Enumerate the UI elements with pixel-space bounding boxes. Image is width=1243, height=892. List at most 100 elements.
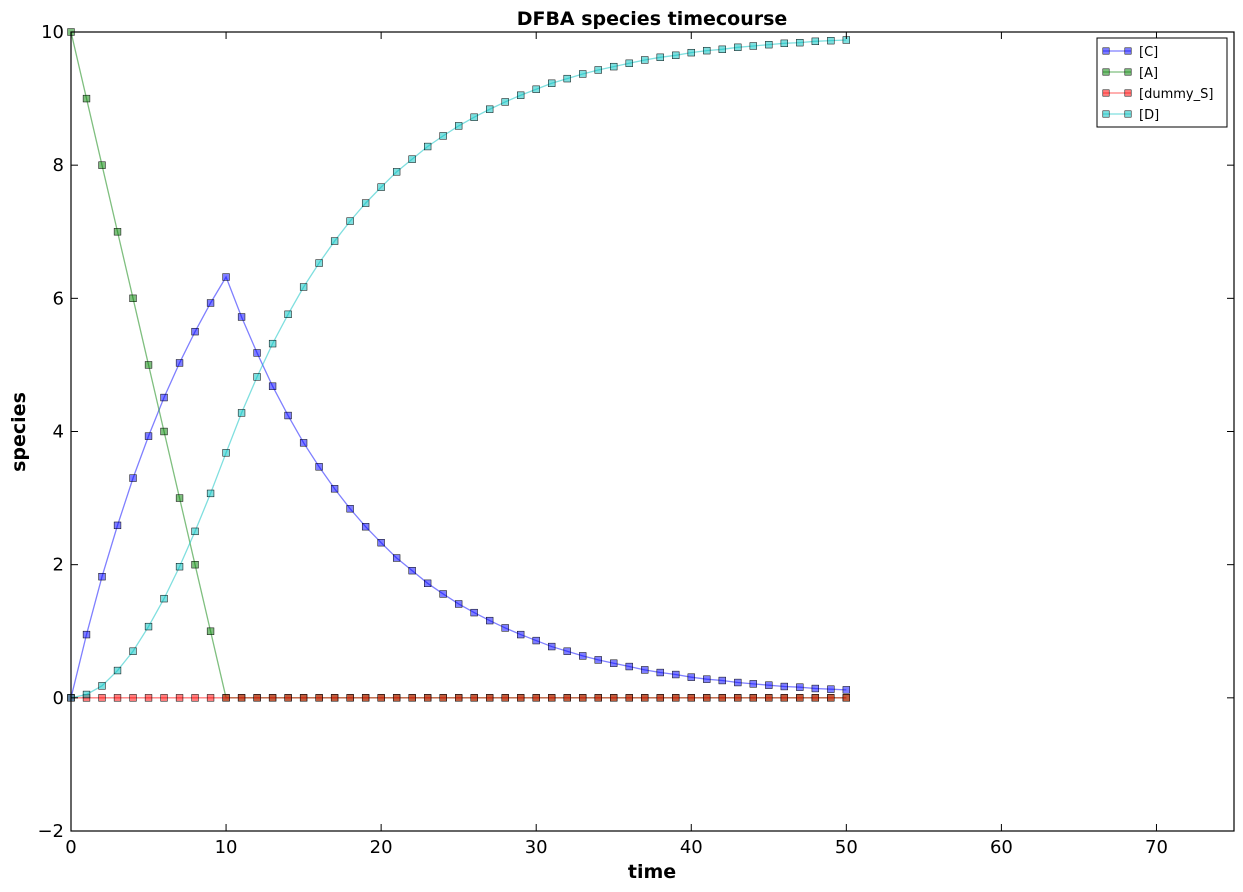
data-point: [780, 682, 788, 691]
data-point: [734, 43, 742, 51]
y-axis-label: species: [8, 392, 30, 472]
x-tick-label: 10: [215, 837, 238, 858]
x-tick-label: 50: [835, 837, 858, 858]
data-point: [222, 273, 230, 281]
data-point: [439, 694, 447, 702]
data-point: [610, 659, 618, 667]
data-point: [113, 521, 122, 530]
data-point: [361, 199, 370, 207]
y-tick-label: 4: [53, 422, 64, 443]
data-point: [811, 694, 819, 702]
data-point: [734, 678, 742, 687]
data-point: [486, 105, 494, 113]
data-point: [718, 676, 726, 685]
data-point: [796, 694, 804, 702]
legend-item-1: [A]: [1102, 66, 1158, 81]
data-point: [284, 411, 292, 420]
x-tick-label: 60: [990, 837, 1013, 858]
data-point: [82, 690, 91, 699]
data-point: [749, 680, 757, 688]
data-point: [563, 74, 571, 83]
data-point: [811, 684, 819, 693]
series-0: [67, 273, 850, 702]
data-point: [594, 694, 602, 702]
data-point: [222, 449, 230, 457]
data-point: [579, 652, 587, 660]
data-point: [455, 122, 463, 130]
data-point: [579, 694, 587, 702]
data-point: [687, 673, 695, 681]
data-point: [486, 616, 494, 625]
legend-marker: [1102, 47, 1110, 55]
data-point: [594, 66, 602, 74]
data-point: [656, 668, 664, 677]
data-point: [206, 627, 215, 635]
data-point: [113, 228, 122, 236]
data-point: [129, 647, 137, 655]
data-point: [842, 686, 850, 694]
data-point: [455, 694, 463, 702]
data-point: [160, 393, 168, 402]
legend-marker: [1102, 110, 1110, 118]
data-point: [315, 259, 323, 267]
data-point: [299, 283, 308, 291]
data-point: [392, 694, 401, 702]
data-point: [718, 45, 726, 53]
data-point: [237, 313, 246, 321]
data-point: [780, 39, 788, 47]
chart-title: DFBA species timecourse: [517, 8, 788, 30]
data-point: [749, 42, 757, 50]
x-axis-label: time: [628, 861, 676, 883]
data-point: [811, 37, 819, 45]
y-tick-label: 10: [41, 22, 64, 43]
data-point: [315, 694, 323, 702]
data-point: [98, 573, 106, 581]
y-tick-label: −2: [37, 821, 64, 842]
data-point: [82, 94, 91, 103]
data-point: [222, 694, 230, 702]
data-point: [656, 53, 664, 61]
data-point: [175, 359, 184, 367]
legend-marker: [1124, 68, 1132, 76]
series-3: [67, 36, 850, 702]
data-point: [548, 694, 556, 702]
data-point: [672, 694, 680, 702]
data-point: [315, 463, 323, 471]
data-point: [548, 642, 556, 651]
data-point: [439, 590, 447, 598]
legend-label: [dummy_S]: [1139, 87, 1213, 102]
data-point: [703, 675, 711, 683]
data-point: [718, 694, 726, 702]
data-point: [532, 694, 540, 702]
data-point: [501, 624, 509, 632]
y-tick-label: 0: [53, 688, 64, 709]
data-point: [377, 694, 385, 702]
series-line-3: [70, 39, 847, 699]
legend-marker: [1102, 68, 1110, 76]
data-point: [455, 600, 463, 608]
legend-box: [1096, 37, 1228, 128]
data-point: [346, 217, 354, 225]
plot-area-frame: [70, 31, 1235, 832]
data-point: [625, 694, 633, 702]
data-point: [486, 694, 494, 702]
data-point: [129, 294, 137, 302]
series-layer: [67, 28, 850, 702]
x-tick-label: 70: [1145, 837, 1168, 858]
data-point: [268, 382, 277, 390]
x-tick-label: 20: [370, 837, 393, 858]
data-point: [672, 670, 680, 679]
data-point: [206, 299, 215, 307]
data-point: [672, 51, 680, 59]
data-point: [268, 694, 277, 702]
data-point: [361, 694, 370, 702]
legend-label: [D]: [1139, 108, 1159, 123]
data-point: [703, 694, 711, 702]
data-point: [253, 349, 261, 357]
data-point: [284, 310, 292, 318]
data-point: [144, 622, 153, 631]
data-point: [268, 339, 277, 348]
data-point: [470, 113, 478, 121]
